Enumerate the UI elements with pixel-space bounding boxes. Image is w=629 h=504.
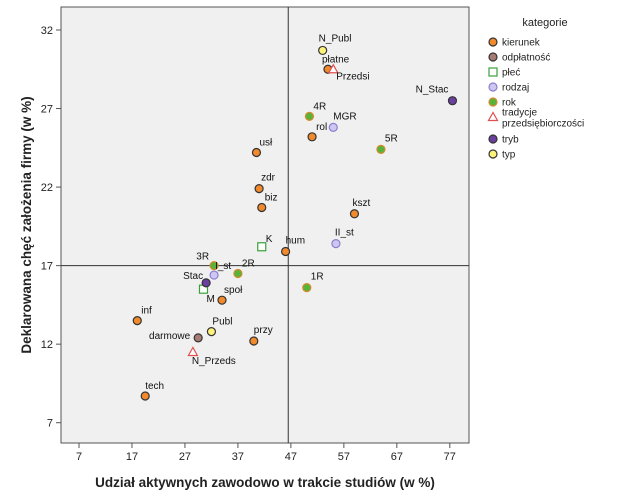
y-tick-label: 17: [41, 261, 53, 273]
x-tick-label: 57: [338, 451, 350, 463]
x-tick-label: 37: [232, 451, 244, 463]
legend-label: typ: [502, 150, 516, 161]
legend-marker: [487, 111, 499, 122]
point-label: M: [206, 294, 214, 305]
legend-title: kategorie: [522, 17, 567, 29]
point-label: inf: [141, 306, 152, 317]
x-tick-label: 17: [126, 451, 138, 463]
data-points: [132, 45, 458, 401]
x-tick-label: 7: [76, 451, 82, 463]
data-point: [447, 96, 458, 106]
legend-label: tradycje przedsiębiorczości: [502, 108, 584, 130]
data-point: [209, 261, 219, 271]
data-point: [280, 246, 291, 257]
x-tick-label: 67: [391, 451, 403, 463]
point-labels: tech inf przy społ hum biz zdr usł rol kszt płatne…: [141, 33, 448, 392]
data-point: [376, 144, 386, 154]
y-tick-label: 7: [47, 418, 53, 430]
point-label: usł: [259, 138, 273, 149]
point-label: Stac: [183, 271, 203, 282]
data-point: [201, 278, 211, 288]
point-label: N_Publ: [319, 33, 352, 44]
point-label: K: [266, 234, 273, 245]
data-point: [327, 63, 339, 74]
data-point: [206, 326, 217, 337]
y-axis-title: Deklarowana chęć założenia firmy (w %): [19, 96, 34, 353]
point-label: II_st: [335, 228, 354, 239]
point-label: społ: [224, 285, 243, 296]
legend-marker: [488, 37, 498, 47]
reference-lines: [61, 7, 469, 443]
data-point: [217, 295, 227, 305]
x-tick-label: 47: [285, 451, 297, 463]
y-tick-label: 32: [41, 25, 53, 37]
legend-label: odpłatność: [502, 53, 550, 64]
legend-marker: [488, 97, 498, 107]
legend-label: rok: [502, 98, 517, 109]
data-point: [132, 315, 142, 326]
point-label: MGR: [333, 111, 356, 122]
point-label: hum: [286, 235, 305, 246]
legend-marker: [488, 52, 498, 62]
point-label: tech: [145, 381, 164, 392]
legend-marker: [488, 149, 498, 159]
data-point: [331, 239, 341, 249]
data-point: [349, 209, 360, 219]
legend: kategorie kierunek odpłatność płeć rodzaj ro…: [487, 17, 584, 161]
plot-area: [60, 6, 470, 444]
point-label: Przedsi: [336, 71, 369, 82]
legend-label: płeć: [502, 68, 520, 79]
point-label: Publ: [212, 317, 232, 328]
x-tick-label: 77: [444, 451, 456, 463]
point-label: zdr: [261, 173, 276, 184]
y-tick-label: 22: [41, 182, 53, 194]
point-label: 4R: [313, 101, 326, 112]
data-point: [257, 202, 267, 213]
data-point: [302, 283, 312, 293]
legend-marker: [488, 82, 498, 92]
data-point: [257, 242, 267, 252]
data-point: [187, 346, 199, 357]
legend-label: rodzaj: [502, 83, 529, 94]
point-label: 3R: [196, 252, 209, 263]
legend-label: tryb: [502, 135, 519, 146]
data-point: [328, 122, 338, 132]
point-label: biz: [265, 193, 278, 204]
y-tick-label: 12: [41, 339, 53, 351]
point-label: 5R: [385, 133, 398, 144]
x-tick-label: 27: [179, 451, 191, 463]
data-point: [307, 132, 317, 142]
data-point: [193, 333, 203, 343]
point-label: kszt: [352, 198, 370, 209]
data-point: [249, 336, 259, 346]
data-point: [209, 270, 219, 280]
point-label: N_Przeds: [192, 356, 236, 367]
legend-marker: [488, 67, 498, 77]
x-axis-title: Udział aktywnych zawodowo w trakcie stud…: [95, 475, 435, 490]
point-label: 2R: [242, 258, 255, 269]
legend-marker: [488, 134, 498, 144]
data-point: [251, 147, 262, 158]
point-label: przy: [254, 325, 273, 336]
point-label: N_Stac: [416, 85, 449, 96]
y-tick-label: 27: [41, 104, 53, 116]
point-label: 1R: [311, 272, 324, 283]
data-point: [233, 268, 243, 279]
point-label: rol: [316, 122, 327, 133]
data-point: [140, 391, 150, 401]
data-point: [318, 45, 328, 56]
legend-label: kierunek: [502, 38, 541, 49]
data-point: [254, 184, 264, 194]
data-point: [304, 111, 315, 121]
point-label: darmowe: [149, 331, 191, 342]
point-label: płatne: [322, 54, 350, 65]
point-label: I_st: [215, 261, 231, 272]
